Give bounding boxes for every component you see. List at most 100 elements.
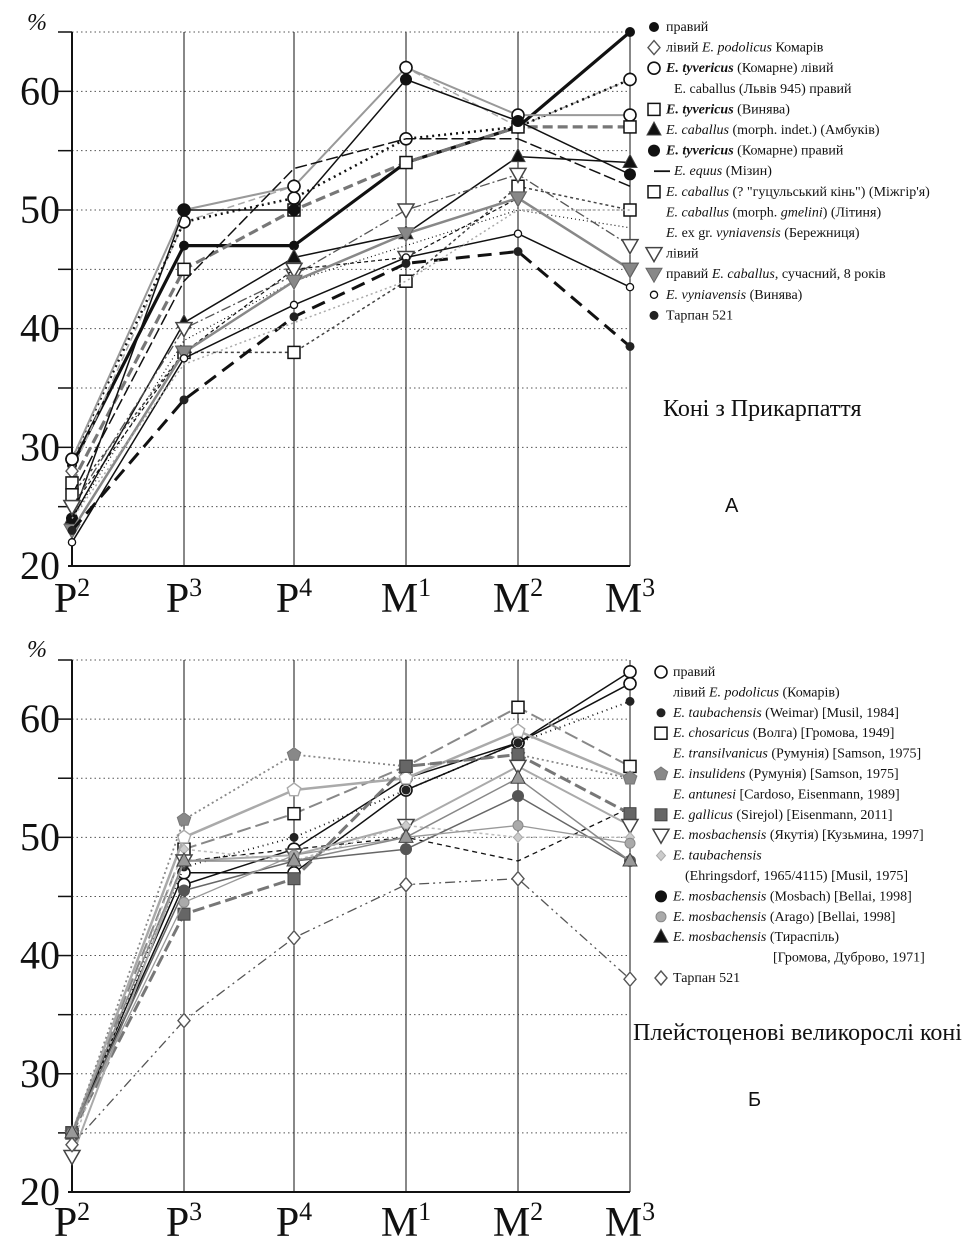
data-point [287, 806, 301, 821]
legend-entry: правий [673, 665, 716, 680]
data-point [623, 676, 637, 691]
data-point [512, 789, 524, 802]
series-1 [65, 665, 637, 1140]
series-line [71, 807, 631, 1134]
series-line [71, 232, 631, 543]
legend-text: лівий [673, 685, 709, 700]
series-line [71, 197, 631, 508]
data-point [178, 896, 190, 908]
legend-marker [648, 144, 660, 157]
legend-text: (morph. indet.) (Амбуків) [729, 123, 880, 138]
data-point [289, 312, 299, 322]
series-line [71, 700, 631, 1134]
x-tick-label: M1 [381, 573, 431, 622]
legend-entry: Тарпан 521 [666, 308, 733, 323]
legend-entry: E. tyvericus (Винява) [665, 102, 790, 117]
legend-marker [644, 246, 664, 264]
legend-text: E. equus [673, 164, 723, 179]
data-point [176, 851, 192, 867]
legend-entry: E. vyniavensis (Винява) [665, 288, 803, 303]
legend-text: E. tyvericus [665, 61, 734, 76]
data-point [620, 818, 640, 836]
legend-text: лівий [666, 247, 699, 262]
data-point [510, 723, 526, 738]
x-tick-label: M1 [381, 1197, 431, 1243]
legend-marker [656, 708, 666, 718]
x-tick-sup: 3 [189, 573, 202, 602]
series-5 [65, 120, 637, 490]
legend-text: E. caballus [665, 123, 730, 138]
legend-text: (Тираспіль) [766, 930, 839, 945]
data-point [510, 147, 526, 163]
legend-text: , сучасний, 8 років [775, 267, 886, 282]
x-tick-base: P [54, 1200, 77, 1243]
legend-marker [646, 120, 662, 136]
series-line [71, 138, 631, 496]
series-line [71, 66, 631, 472]
series-14 [65, 870, 637, 1153]
data-point [622, 770, 638, 785]
series-line [71, 185, 631, 496]
legend-marker [654, 969, 668, 987]
series-line [71, 878, 631, 1146]
panel-title: Плейстоценові великорослі коні [633, 1020, 962, 1046]
y-tick-label: 20 [20, 1169, 60, 1214]
data-point [67, 525, 77, 535]
y-tick-label: 60 [20, 68, 60, 113]
legend-text: E. mosbachensis [672, 930, 767, 945]
x-tick-label: P4 [276, 573, 312, 622]
data-point [287, 345, 301, 360]
series-9 [65, 179, 637, 502]
data-point [397, 227, 415, 243]
legend-text: (Румунія) [Samson, 1975] [745, 767, 898, 782]
data-point [174, 321, 194, 339]
data-point [176, 829, 192, 844]
x-tick-base: M [605, 1200, 642, 1243]
data-point [511, 870, 525, 887]
y-tick-label: 40 [20, 933, 60, 978]
series-line [71, 795, 631, 1134]
y-tick-label: 30 [20, 1051, 60, 1096]
data-point [286, 782, 302, 797]
legend-marker [654, 726, 668, 740]
data-point [625, 696, 635, 706]
series-line [70, 729, 631, 1134]
legend-text: (Якутія) [Кузьмина, 1997] [766, 828, 923, 843]
series-8 [71, 138, 631, 496]
x-tick-sup: 2 [77, 573, 90, 602]
y-unit-label: % [27, 10, 47, 36]
data-point [175, 345, 193, 362]
legend-text: E. caballus [665, 205, 730, 220]
data-point [398, 770, 414, 785]
data-point [178, 884, 190, 897]
data-point [62, 499, 82, 517]
data-point [510, 769, 526, 784]
x-tick-base: M [605, 576, 642, 622]
legend-text: Комарів [772, 41, 824, 56]
data-point [286, 248, 302, 263]
data-point [623, 807, 637, 821]
data-point [623, 971, 637, 988]
series-line [71, 682, 631, 1134]
data-point [398, 828, 414, 843]
series-14 [67, 229, 635, 547]
data-point [623, 120, 637, 134]
data-point [622, 851, 638, 867]
legend-text: E. taubachensis [672, 849, 762, 864]
legend-text: Тарпан 521 [666, 308, 733, 323]
legend-marker [649, 310, 659, 320]
data-point [624, 837, 636, 849]
data-point [287, 872, 301, 886]
data-point [623, 665, 637, 679]
series-line [71, 765, 631, 1157]
series-line [71, 78, 631, 519]
legend-marker [649, 290, 659, 300]
legend-text: (Arago) [Bellai, 1998] [766, 910, 895, 925]
data-point [399, 274, 413, 288]
legend-entry: [Громова, Дуброво, 1971] [773, 951, 925, 966]
series-2 [65, 676, 637, 1140]
series-line [71, 824, 630, 1145]
legend-text: (? "гуцульський кінь") (Міжгір'я) [729, 185, 930, 200]
legend-entry: E. transilvanicus (Румунія) [Samson, 197… [672, 747, 921, 762]
